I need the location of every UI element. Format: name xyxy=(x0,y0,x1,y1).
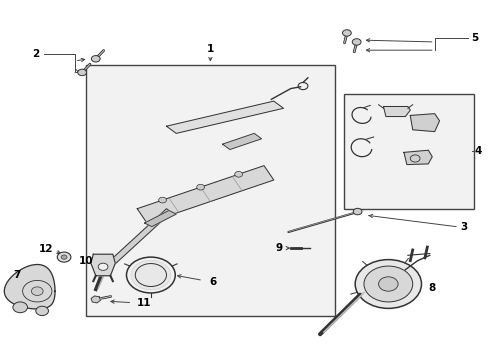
Bar xyxy=(86,65,334,316)
Circle shape xyxy=(158,197,166,203)
Text: 11: 11 xyxy=(137,298,151,308)
Circle shape xyxy=(342,30,350,36)
Text: 10: 10 xyxy=(79,256,93,266)
Polygon shape xyxy=(108,209,171,266)
Circle shape xyxy=(352,208,361,215)
Circle shape xyxy=(196,184,204,190)
Text: 5: 5 xyxy=(470,33,478,42)
Circle shape xyxy=(131,260,170,290)
Bar xyxy=(344,94,473,209)
Circle shape xyxy=(363,266,412,302)
Circle shape xyxy=(354,260,421,309)
Polygon shape xyxy=(4,265,55,309)
Circle shape xyxy=(57,252,71,262)
Text: 3: 3 xyxy=(459,222,467,231)
Polygon shape xyxy=(222,134,261,149)
Circle shape xyxy=(36,306,48,316)
Circle shape xyxy=(351,39,360,45)
Polygon shape xyxy=(409,114,439,132)
Text: 2: 2 xyxy=(32,49,40,59)
Text: 7: 7 xyxy=(13,270,20,280)
Circle shape xyxy=(78,69,86,76)
Text: 1: 1 xyxy=(206,44,214,54)
Circle shape xyxy=(31,287,43,296)
Polygon shape xyxy=(383,107,409,117)
Polygon shape xyxy=(144,211,176,226)
Circle shape xyxy=(91,55,100,62)
Circle shape xyxy=(13,302,27,313)
Polygon shape xyxy=(166,101,283,134)
Text: 6: 6 xyxy=(209,277,216,287)
Polygon shape xyxy=(91,296,100,303)
Circle shape xyxy=(61,255,67,259)
Circle shape xyxy=(98,263,108,270)
Polygon shape xyxy=(403,150,431,165)
Text: 9: 9 xyxy=(275,243,282,253)
Circle shape xyxy=(378,277,397,291)
Text: 4: 4 xyxy=(474,145,481,156)
Text: 8: 8 xyxy=(427,283,435,293)
Polygon shape xyxy=(91,254,115,276)
Polygon shape xyxy=(137,166,273,223)
Text: 12: 12 xyxy=(39,244,53,254)
Circle shape xyxy=(234,171,242,177)
